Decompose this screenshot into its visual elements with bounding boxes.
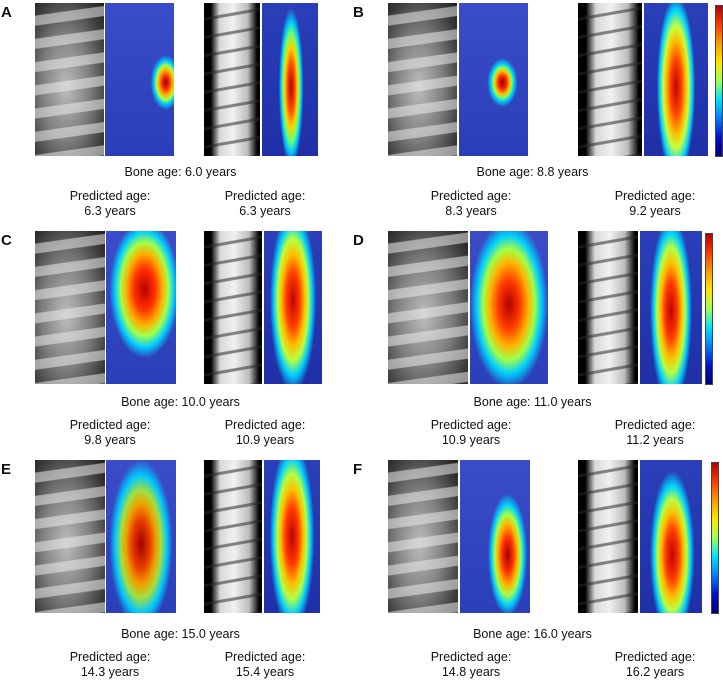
predicted-age-value: 6.3 years <box>84 204 136 218</box>
predicted-age-left: Predicted age: 8.3 years <box>416 189 526 219</box>
heatmap-overlay <box>105 3 174 156</box>
panel-a: A Bone age: 6.0 years Predicted age: 6.3… <box>0 0 361 225</box>
predicted-age-label: Predicted age: <box>224 418 306 432</box>
heatmap-overlay <box>106 460 176 613</box>
predicted-age-label: Predicted age: <box>430 418 512 432</box>
predicted-age-value: 14.3 years <box>80 665 140 679</box>
panel-b: B Bone age: 8.8 years Predicted age: 8.3… <box>352 0 723 225</box>
segmented-heatmap-overlay <box>262 3 318 156</box>
predicted-age-label: Predicted age: <box>69 189 151 203</box>
bone-age-caption: Bone age: 16.0 years <box>473 627 592 641</box>
predicted-age-left: Predicted age: 6.3 years <box>55 189 165 219</box>
predicted-age-value: 11.2 years <box>626 433 684 447</box>
panel-d: D Bone age: 11.0 years Predicted age: 10… <box>352 228 713 453</box>
panel-c: C Bone age: 10.0 years Predicted age: 9.… <box>0 228 361 453</box>
predicted-age-right: Predicted age: 15.4 years <box>210 650 320 680</box>
segmented-image <box>578 3 642 156</box>
heatmap-colorbar <box>705 233 713 385</box>
segmented-heatmap-overlay <box>640 231 702 384</box>
predicted-age-value: 14.8 years <box>441 665 501 679</box>
bone-age-caption: Bone age: 8.8 years <box>476 165 589 179</box>
panel-letter: B <box>353 4 364 21</box>
predicted-age-label: Predicted age: <box>430 189 512 203</box>
panel-letter: A <box>1 4 12 21</box>
bone-age-caption: Bone age: 6.0 years <box>124 165 237 179</box>
xray-image <box>35 460 105 613</box>
predicted-age-value: 9.8 years <box>84 433 136 447</box>
predicted-age-right: Predicted age: 9.2 years <box>600 189 710 219</box>
xray-image <box>35 231 105 384</box>
segmented-image <box>204 231 262 384</box>
bone-age-caption: Bone age: 10.0 years <box>121 395 240 409</box>
predicted-age-left: Predicted age: 14.3 years <box>55 650 165 680</box>
predicted-age-left: Predicted age: 10.9 years <box>416 418 526 448</box>
xray-image <box>388 231 468 384</box>
segmented-heatmap-overlay <box>640 460 702 613</box>
segmented-image <box>578 231 638 384</box>
predicted-age-label: Predicted age: <box>224 650 306 664</box>
predicted-age-right: Predicted age: 16.2 years <box>600 650 710 680</box>
predicted-age-value: 8.3 years <box>445 204 497 218</box>
predicted-age-value: 9.2 years <box>629 204 681 218</box>
xray-image <box>388 3 457 156</box>
panel-letter: F <box>353 461 363 478</box>
xray-image <box>388 460 458 613</box>
predicted-age-left: Predicted age: 9.8 years <box>55 418 165 448</box>
predicted-age-right: Predicted age: 11.2 years <box>600 418 710 448</box>
heatmap-colorbar <box>715 5 723 157</box>
predicted-age-label: Predicted age: <box>614 189 696 203</box>
predicted-age-label: Predicted age: <box>430 650 512 664</box>
predicted-age-value: 15.4 years <box>235 665 295 679</box>
heatmap-colorbar <box>711 462 719 614</box>
panel-letter: D <box>353 232 364 249</box>
segmented-heatmap-overlay <box>644 3 708 156</box>
predicted-age-right: Predicted age: 6.3 years <box>210 189 320 219</box>
panel-letter: C <box>1 232 12 249</box>
heatmap-overlay <box>459 3 528 156</box>
heatmap-overlay <box>470 231 548 384</box>
segmented-image <box>578 460 638 613</box>
predicted-age-label: Predicted age: <box>224 189 306 203</box>
predicted-age-value: 10.9 years <box>441 433 501 447</box>
predicted-age-value: 16.2 years <box>625 665 685 679</box>
predicted-age-value: 10.9 years <box>235 433 295 447</box>
bone-age-caption: Bone age: 15.0 years <box>121 627 240 641</box>
heatmap-overlay <box>460 460 530 613</box>
predicted-age-label: Predicted age: <box>69 418 151 432</box>
panel-letter: E <box>1 461 12 478</box>
predicted-age-label: Predicted age: <box>69 650 151 664</box>
segmented-image <box>204 460 262 613</box>
segmented-heatmap-overlay <box>264 460 320 613</box>
predicted-age-right: Predicted age: 10.9 years <box>210 418 320 448</box>
predicted-age-label: Predicted age: <box>614 650 696 664</box>
segmented-heatmap-overlay <box>264 231 322 384</box>
panel-f: F Bone age: 16.0 years Predicted age: 14… <box>352 457 719 682</box>
predicted-age-label: Predicted age: <box>614 418 696 432</box>
panel-e: E Bone age: 15.0 years Predicted age: 14… <box>0 457 361 682</box>
xray-image <box>35 3 104 156</box>
heatmap-overlay <box>106 231 176 384</box>
predicted-age-value: 6.3 years <box>239 204 291 218</box>
predicted-age-left: Predicted age: 14.8 years <box>416 650 526 680</box>
segmented-image <box>204 3 260 156</box>
bone-age-caption: Bone age: 11.0 years <box>473 395 592 409</box>
